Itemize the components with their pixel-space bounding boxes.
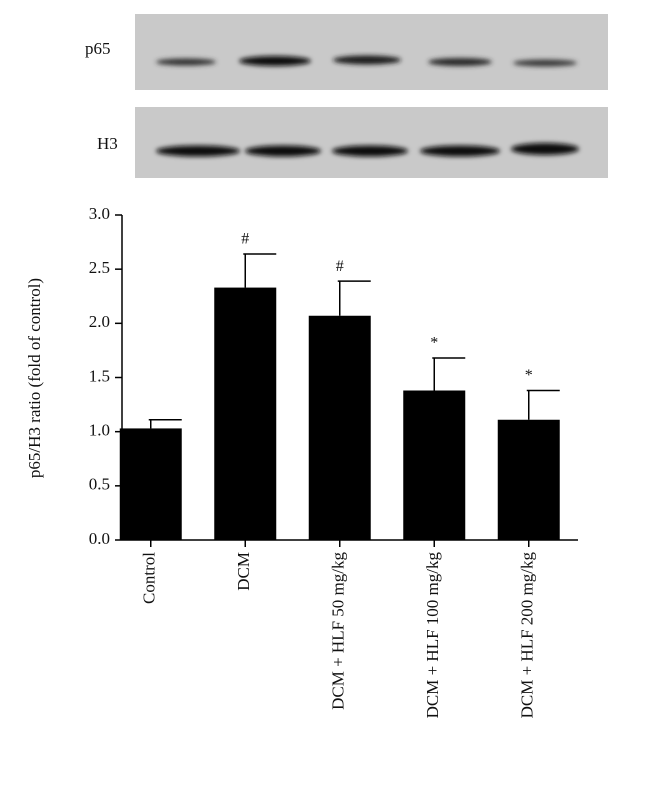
x-tick-label: DCM [234,552,253,591]
annotation: * [525,367,533,384]
y-tick-label: 0.5 [89,475,110,494]
x-tick-label: DCM + HLF 50 mg/kg [329,552,348,710]
y-tick-label: 2.0 [89,312,110,331]
y-tick-label: 1.5 [89,366,110,385]
y-tick-label: 1.0 [89,421,110,440]
x-tick-label: DCM + HLF 100 mg/kg [423,552,442,719]
blot-bands [156,55,577,67]
bar [497,419,560,540]
bar [214,287,277,540]
x-tick-label: Control [140,552,159,604]
y-tick-label: 3.0 [89,204,110,223]
y-tick-label: 0.0 [89,529,110,548]
bar [403,390,466,540]
blot-label: H3 [97,134,118,153]
annotation: # [336,258,344,275]
bar [308,315,371,540]
bar [119,428,182,540]
x-tick-label: DCM + HLF 200 mg/kg [518,552,537,719]
blot-panel [135,14,608,90]
annotation: * [430,335,438,352]
y-tick-label: 2.5 [89,258,110,277]
blot-label: p65 [85,39,111,58]
blot-bands [156,143,579,157]
annotation: # [241,231,249,248]
y-axis-label: p65/H3 ratio (fold of control) [25,278,44,478]
blot-panel [135,107,608,178]
